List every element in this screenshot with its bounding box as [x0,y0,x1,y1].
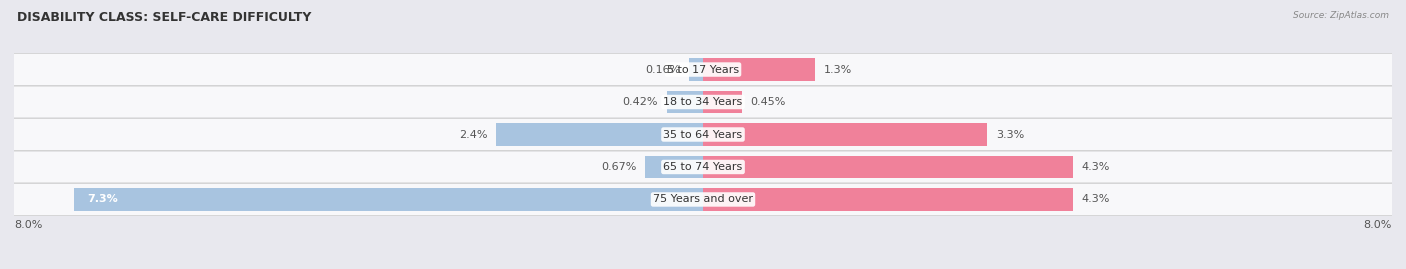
Text: 4.3%: 4.3% [1083,162,1111,172]
FancyBboxPatch shape [10,183,1396,215]
FancyBboxPatch shape [10,86,1396,118]
Text: 0.42%: 0.42% [623,97,658,107]
Bar [645,156,703,178]
Bar [703,156,1073,178]
Text: 35 to 64 Years: 35 to 64 Years [664,129,742,140]
Text: 1.3%: 1.3% [824,65,852,75]
Text: 0.67%: 0.67% [602,162,637,172]
Bar [689,58,703,81]
Bar [703,58,815,81]
Text: 7.3%: 7.3% [87,194,118,204]
Text: 0.16%: 0.16% [645,65,681,75]
Text: 2.4%: 2.4% [460,129,488,140]
Text: 0.45%: 0.45% [751,97,786,107]
Text: DISABILITY CLASS: SELF-CARE DIFFICULTY: DISABILITY CLASS: SELF-CARE DIFFICULTY [17,11,311,24]
FancyBboxPatch shape [10,151,1396,183]
Bar [703,91,742,113]
Text: 3.3%: 3.3% [995,129,1024,140]
Text: 65 to 74 Years: 65 to 74 Years [664,162,742,172]
Text: 75 Years and over: 75 Years and over [652,194,754,204]
Bar [703,188,1073,211]
Text: 18 to 34 Years: 18 to 34 Years [664,97,742,107]
Text: 5 to 17 Years: 5 to 17 Years [666,65,740,75]
Bar [703,123,987,146]
Legend: Male, Female: Male, Female [636,268,770,269]
Text: 8.0%: 8.0% [1364,220,1392,230]
FancyBboxPatch shape [10,54,1396,86]
Bar [496,123,703,146]
FancyBboxPatch shape [10,119,1396,150]
Bar [75,188,703,211]
Text: 8.0%: 8.0% [14,220,42,230]
Bar [666,91,703,113]
Text: Source: ZipAtlas.com: Source: ZipAtlas.com [1294,11,1389,20]
Text: 4.3%: 4.3% [1083,194,1111,204]
